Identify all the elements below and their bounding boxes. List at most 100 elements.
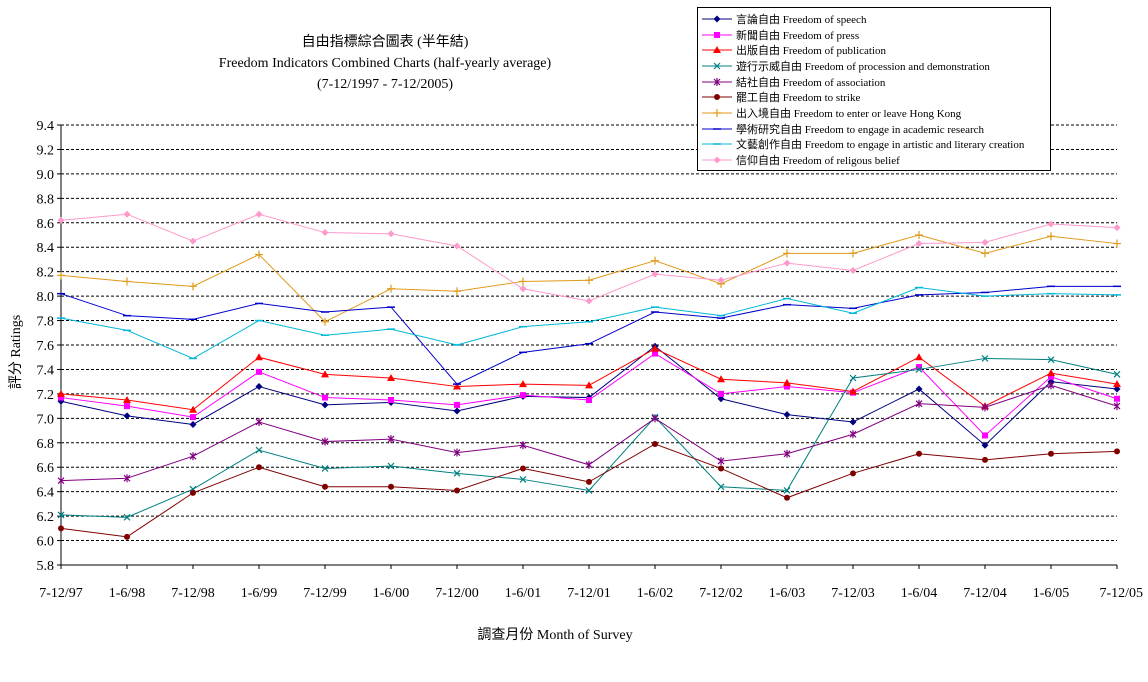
y-tick-label: 9.2 (37, 143, 55, 158)
data-point (718, 390, 724, 397)
y-tick-label: 9.0 (37, 168, 55, 183)
x-tick-label: 1-6/04 (901, 586, 938, 601)
legend-swatch-marker (713, 62, 721, 70)
x-tick-label: 7-12/97 (39, 586, 83, 601)
data-point (123, 396, 131, 403)
data-point (717, 276, 725, 284)
legend-swatch (702, 127, 732, 130)
data-point (651, 344, 659, 352)
y-tick-label: 6.6 (37, 461, 55, 476)
data-point (916, 450, 922, 457)
legend-item: 出版自由 Freedom of publication (698, 42, 1050, 58)
data-point (387, 462, 395, 470)
y-axis-label: 評分 Ratings (8, 315, 24, 389)
data-point (849, 387, 857, 395)
data-point (190, 414, 196, 421)
legend-item: 言論自由 Freedom of speech (698, 11, 1050, 27)
legend-item: 文藝創作自由 Freedom to engage in artistic and… (698, 137, 1050, 153)
data-point (256, 464, 262, 471)
data-point (718, 465, 724, 472)
data-point (321, 317, 329, 326)
data-point (783, 487, 791, 494)
legend-item: 遊行示威自由 Freedom of procession and demonst… (698, 58, 1050, 74)
y-tick-label: 8.6 (37, 217, 55, 232)
y-tick-label: 7.6 (37, 339, 55, 354)
x-axis-label: 調查月份 Month of Survey (477, 628, 633, 643)
x-tick-label: 1-6/05 (1033, 586, 1070, 601)
x-tick-label: 7-12/98 (171, 586, 215, 601)
data-point (519, 277, 527, 286)
data-point (57, 389, 65, 397)
series-9 (57, 286, 1121, 360)
data-point (585, 276, 593, 285)
data-point (915, 353, 923, 361)
legend-item: 罷工自由 Freedom to strike (698, 89, 1050, 105)
legend-swatch-marker (713, 15, 721, 23)
legend: 言論自由 Freedom of speech 新聞自由 Freedom of pr… (697, 7, 1051, 171)
y-tick-label: 6.4 (37, 486, 55, 501)
data-point (322, 394, 328, 401)
data-point (453, 382, 461, 390)
legend-item: 信仰自由 Freedom of religous belief (698, 152, 1050, 168)
axes (57, 124, 1118, 569)
data-point (387, 284, 395, 293)
legend-swatch (702, 15, 732, 23)
data-point (519, 441, 527, 450)
data-point (849, 266, 857, 274)
data-point (916, 364, 922, 370)
data-point (321, 465, 329, 472)
legend-label: 出版自由 Freedom of publication (736, 45, 887, 58)
data-point (849, 249, 857, 258)
data-point (1048, 373, 1054, 380)
data-point (1113, 239, 1121, 248)
data-point (453, 287, 461, 296)
x-tick-label: 7-12/03 (831, 586, 875, 601)
legend-label: 文藝創作自由 Freedom to engage in artistic and… (736, 139, 1025, 152)
data-point (849, 374, 857, 382)
data-point (1113, 380, 1121, 388)
data-point (1114, 395, 1120, 402)
data-point (651, 270, 659, 278)
x-tick-label: 7-12/02 (699, 586, 743, 601)
data-point (321, 370, 329, 378)
chart-title-block: 自由指標綜合圖表 (半年結) Freedom Indicators Combin… (185, 32, 585, 95)
data-point (915, 240, 923, 248)
data-point (1113, 224, 1121, 232)
legend-item: 新聞自由 Freedom of press (698, 27, 1050, 43)
legend-swatch-marker (713, 108, 721, 117)
data-point (586, 478, 592, 485)
data-point (123, 210, 131, 218)
data-point (652, 441, 658, 447)
y-tick-label: 5.8 (37, 559, 55, 574)
series-lines (57, 210, 1121, 540)
data-point (453, 242, 461, 250)
data-point (58, 394, 64, 401)
data-point (784, 383, 790, 390)
data-point (58, 525, 64, 532)
data-point (189, 282, 197, 291)
data-point (981, 403, 989, 412)
x-tick-label: 1-6/03 (769, 586, 806, 601)
data-point (982, 432, 988, 439)
data-point (189, 420, 197, 428)
y-tick-label: 7.8 (37, 315, 55, 330)
data-point (321, 437, 329, 446)
data-point (519, 476, 527, 483)
data-point (256, 368, 262, 375)
legend-item: 學術研究自由 Freedom to engage in academic res… (698, 121, 1050, 137)
data-point (585, 381, 593, 389)
data-point (255, 383, 263, 391)
data-point (982, 456, 988, 463)
data-point (981, 249, 989, 258)
data-point (388, 483, 394, 490)
series-2 (58, 350, 1120, 439)
data-point (519, 285, 527, 293)
data-point (255, 418, 263, 426)
data-point (585, 297, 593, 305)
y-tick-label: 7.0 (37, 412, 55, 427)
data-point (57, 216, 65, 224)
data-point (123, 474, 131, 483)
data-point (915, 385, 923, 393)
data-point (322, 483, 328, 490)
